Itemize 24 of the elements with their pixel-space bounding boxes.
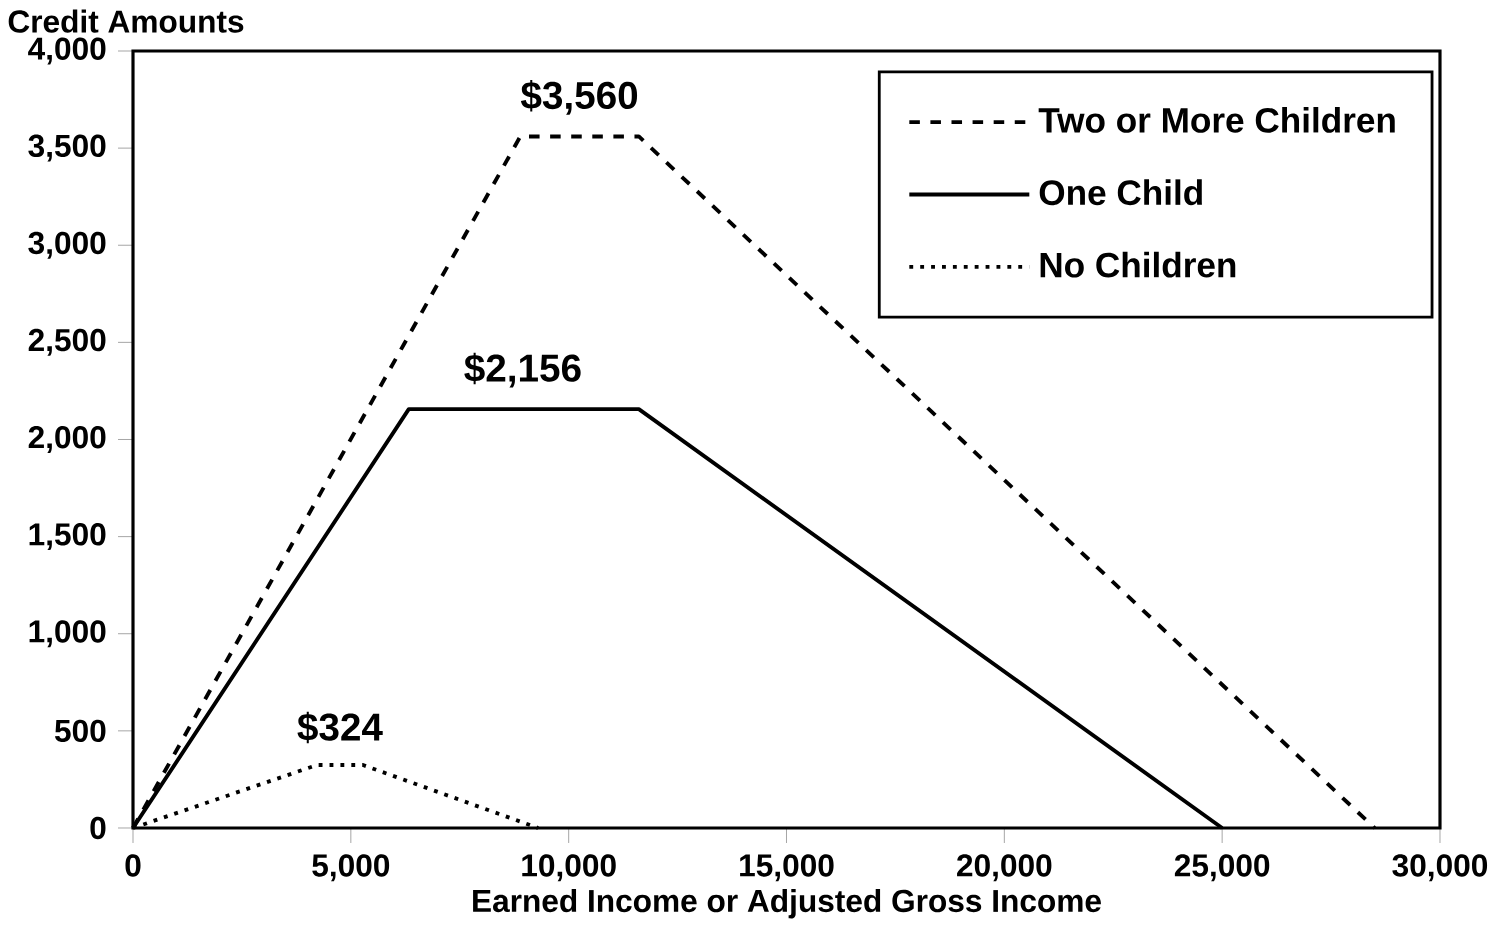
y-tick-label: 3,500 xyxy=(28,134,106,162)
x-tick-label: 15,000 xyxy=(740,854,834,882)
y-tick-label: 4,000 xyxy=(28,37,106,65)
x-tick-label: 0 xyxy=(125,854,141,877)
legend-label: One Child xyxy=(1039,179,1202,206)
legend-label: No Children xyxy=(1040,251,1236,278)
y-tick-label: 0 xyxy=(90,816,106,840)
x-tick-label: 10,000 xyxy=(522,854,616,882)
y-tick-label: 2,500 xyxy=(28,328,106,356)
annotation: $324 xyxy=(297,711,383,744)
x-axis-title: Earned Income or Adjusted Gross Income xyxy=(473,888,1101,919)
x-tick-label: 25,000 xyxy=(1174,854,1270,882)
x-tick-label: 30,000 xyxy=(1392,854,1488,882)
y-axis-title: Credit Amounts xyxy=(8,9,244,33)
y-tick-label: 1,500 xyxy=(29,523,106,551)
annotation: $2,156 xyxy=(464,352,581,388)
annotation: $3,560 xyxy=(520,80,638,115)
y-tick-label: 2,000 xyxy=(28,425,106,453)
legend-label: Two or More Children xyxy=(1038,106,1395,133)
y-tick-label: 3,000 xyxy=(28,231,106,259)
y-tick-label: 1,000 xyxy=(29,620,106,648)
y-tick-label: 500 xyxy=(54,719,106,743)
x-tick-label: 5,000 xyxy=(312,854,390,882)
x-tick-label: 20,000 xyxy=(957,854,1052,882)
